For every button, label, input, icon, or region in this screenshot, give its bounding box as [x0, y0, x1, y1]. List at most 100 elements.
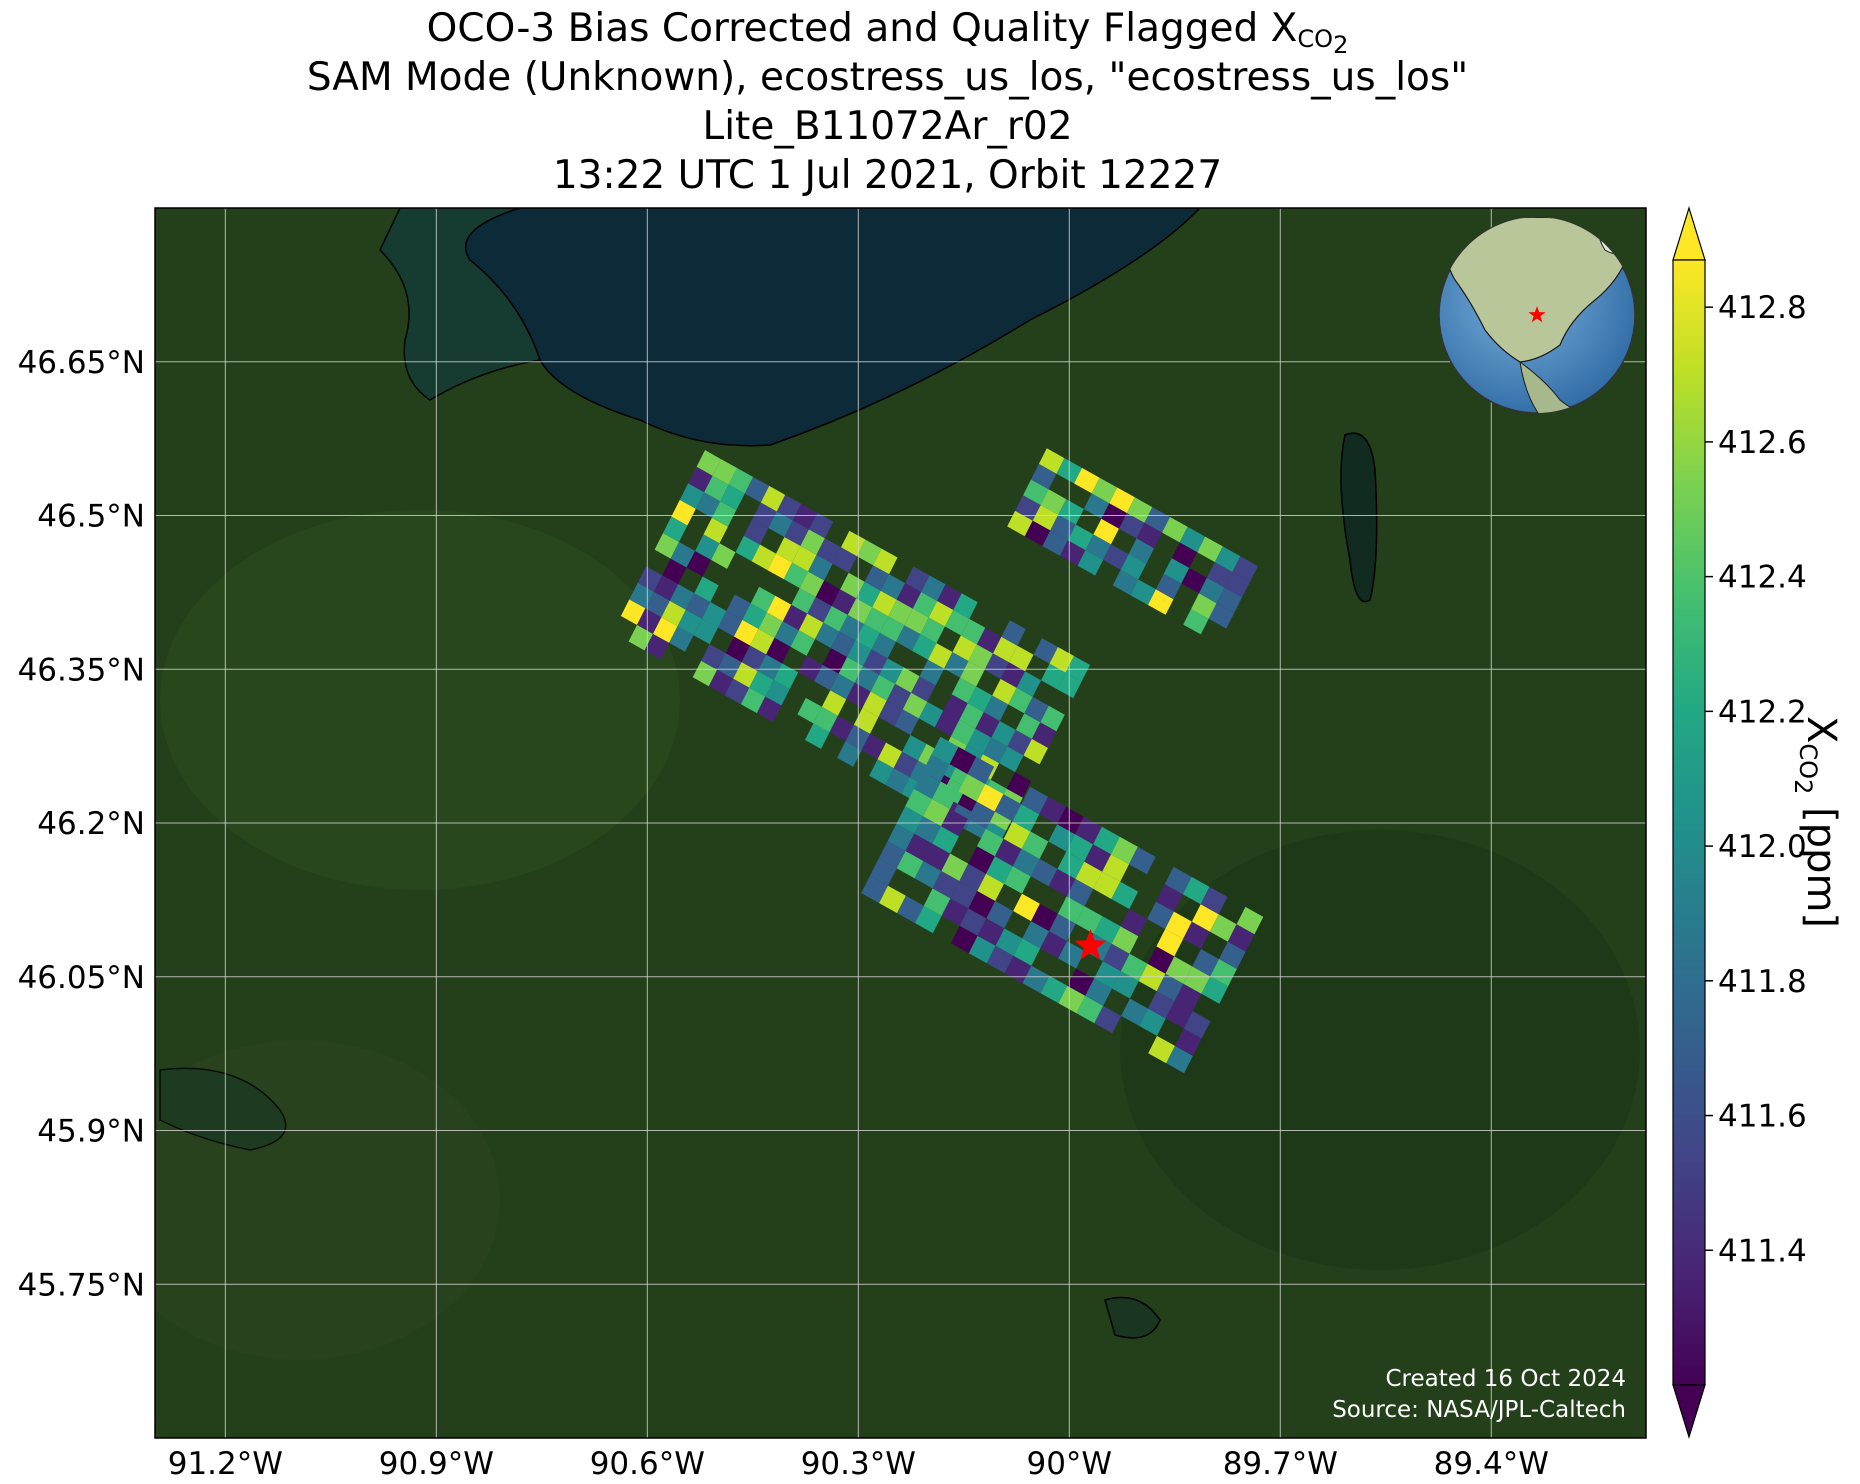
- footprint-cell: [760, 485, 786, 512]
- footprint-cell: [894, 709, 919, 735]
- footprint-cell: [1076, 995, 1104, 1024]
- colorbar-ticks: 412.8 412.6 412.4 412.2 412.0 411.8 411.6 411.4: [1705, 290, 1807, 1269]
- footprint-cell: [1156, 884, 1183, 912]
- footprint-cell: [798, 655, 823, 682]
- footprint-cell: [1023, 738, 1048, 765]
- lon-tick-label: 90.3°W: [801, 1446, 916, 1482]
- footprint-cell: [1144, 507, 1170, 533]
- footprint-cell: [1016, 671, 1042, 697]
- footprint-cell: [1165, 911, 1192, 939]
- footprint-cell: [994, 838, 1022, 867]
- latitude-tick-labels: 46.65°N 46.5°N 46.35°N 46.2°N 46.05°N 45.9°N 4…: [18, 345, 145, 1304]
- colorbar-tick-label: 412.4: [1718, 560, 1807, 596]
- footprint-cell: [799, 571, 825, 597]
- footprint-cell: [1164, 866, 1192, 895]
- footprint-cell: [967, 686, 993, 713]
- footprint-cell: [914, 771, 941, 799]
- footprint-cell: [1182, 876, 1210, 905]
- title-line-4: 13:22 UTC 1 Jul 2021, Orbit 12227: [552, 153, 1223, 198]
- footprint-cell: [861, 875, 888, 904]
- footprint-cell: [977, 873, 1004, 901]
- footprint-cell: [952, 635, 977, 661]
- footprint-cell: [837, 741, 862, 767]
- footprint-cell: [959, 703, 984, 729]
- footprint-cell: [1094, 961, 1121, 989]
- footprint-cell: [995, 928, 1023, 956]
- footprint-cell: [1040, 705, 1065, 732]
- footprint-cell: [653, 617, 678, 643]
- footprint-cell: [953, 593, 978, 619]
- footprint-cell: [688, 466, 713, 493]
- footprint-cell: [923, 843, 951, 871]
- footprint-cell: [1120, 909, 1148, 937]
- footprint-cell: [620, 599, 646, 625]
- footprint-cell: [1236, 906, 1264, 935]
- footprint-cell: [1179, 526, 1206, 553]
- footprint-cell: [1162, 517, 1188, 543]
- footprint-cell: [1109, 487, 1135, 513]
- footprint-cell: [968, 644, 993, 670]
- footprint-cell: [1093, 518, 1119, 545]
- footprint-cell: [1066, 878, 1094, 907]
- lat-tick-label: 46.35°N: [18, 652, 145, 688]
- footprint-cell: [895, 667, 920, 693]
- footprint-cell: [983, 695, 1009, 721]
- footprint-cell: [1197, 536, 1223, 563]
- footprint-cell: [879, 658, 904, 684]
- colorbar-tick-label: 412.6: [1718, 425, 1807, 461]
- footprint-cell: [967, 728, 992, 755]
- footprint-cell: [1192, 949, 1219, 977]
- footprint-cell: [653, 575, 679, 601]
- footprint-cell: [654, 533, 679, 559]
- footprint-cell: [839, 614, 864, 641]
- footprint-cell: [976, 627, 1002, 654]
- footprint-cell: [677, 609, 702, 636]
- footprint-cell: [1058, 499, 1084, 525]
- footprint-cell: [1067, 524, 1094, 551]
- footprint-cell: [822, 648, 848, 674]
- colorbar-tick-label: 411.6: [1718, 1099, 1807, 1135]
- colorbar-tick-label: 411.4: [1718, 1233, 1807, 1269]
- colorbar-tick-label: 412.0: [1718, 829, 1807, 865]
- footprint-cell: [976, 784, 1004, 812]
- footprint-cell: [782, 604, 808, 631]
- footprint-cell: [841, 530, 866, 557]
- footprint-cell: [1148, 1035, 1175, 1064]
- footprint-cell: [873, 548, 898, 575]
- footprint-cell: [1139, 1008, 1166, 1036]
- footprint-cell: [853, 708, 879, 734]
- footprint-cell: [661, 600, 686, 627]
- footprint-cell: [960, 661, 985, 687]
- footprint-cell: [1039, 796, 1066, 825]
- footprint-cell: [878, 700, 903, 726]
- footprint-cell: [1200, 886, 1228, 915]
- footprint-cell: [912, 634, 937, 660]
- footprint-cell: [823, 606, 848, 632]
- footprint-cell: [893, 751, 919, 778]
- footprint-cell: [856, 581, 881, 608]
- globe-location-star: [1528, 306, 1546, 323]
- footprint-cell: [1216, 587, 1243, 613]
- footprint-cell: [904, 608, 929, 635]
- target-marker-layer: [1074, 929, 1107, 960]
- footprint-cell: [863, 649, 888, 675]
- footprint-cell: [814, 664, 839, 691]
- footprint-cell: [1042, 530, 1068, 556]
- footprint-cell: [1075, 816, 1102, 845]
- footprint-cell: [669, 584, 695, 610]
- lat-tick-label: 45.75°N: [18, 1267, 145, 1303]
- footprint-cell: [855, 623, 880, 650]
- gridlines: [155, 208, 1646, 1438]
- footprint-cell: [902, 735, 927, 761]
- footprint-cell: [879, 885, 906, 914]
- footprint-cell: [1009, 645, 1034, 672]
- footprint-cell: [923, 798, 950, 827]
- lon-tick-label: 89.4°W: [1434, 1446, 1549, 1482]
- footprint-cell: [986, 945, 1014, 974]
- footprint-cell: [983, 737, 1008, 764]
- footprint-cell: [1040, 931, 1067, 959]
- footprint-cell: [703, 517, 728, 544]
- footprint-cell: [838, 657, 864, 683]
- footprint-cell: [1136, 522, 1163, 549]
